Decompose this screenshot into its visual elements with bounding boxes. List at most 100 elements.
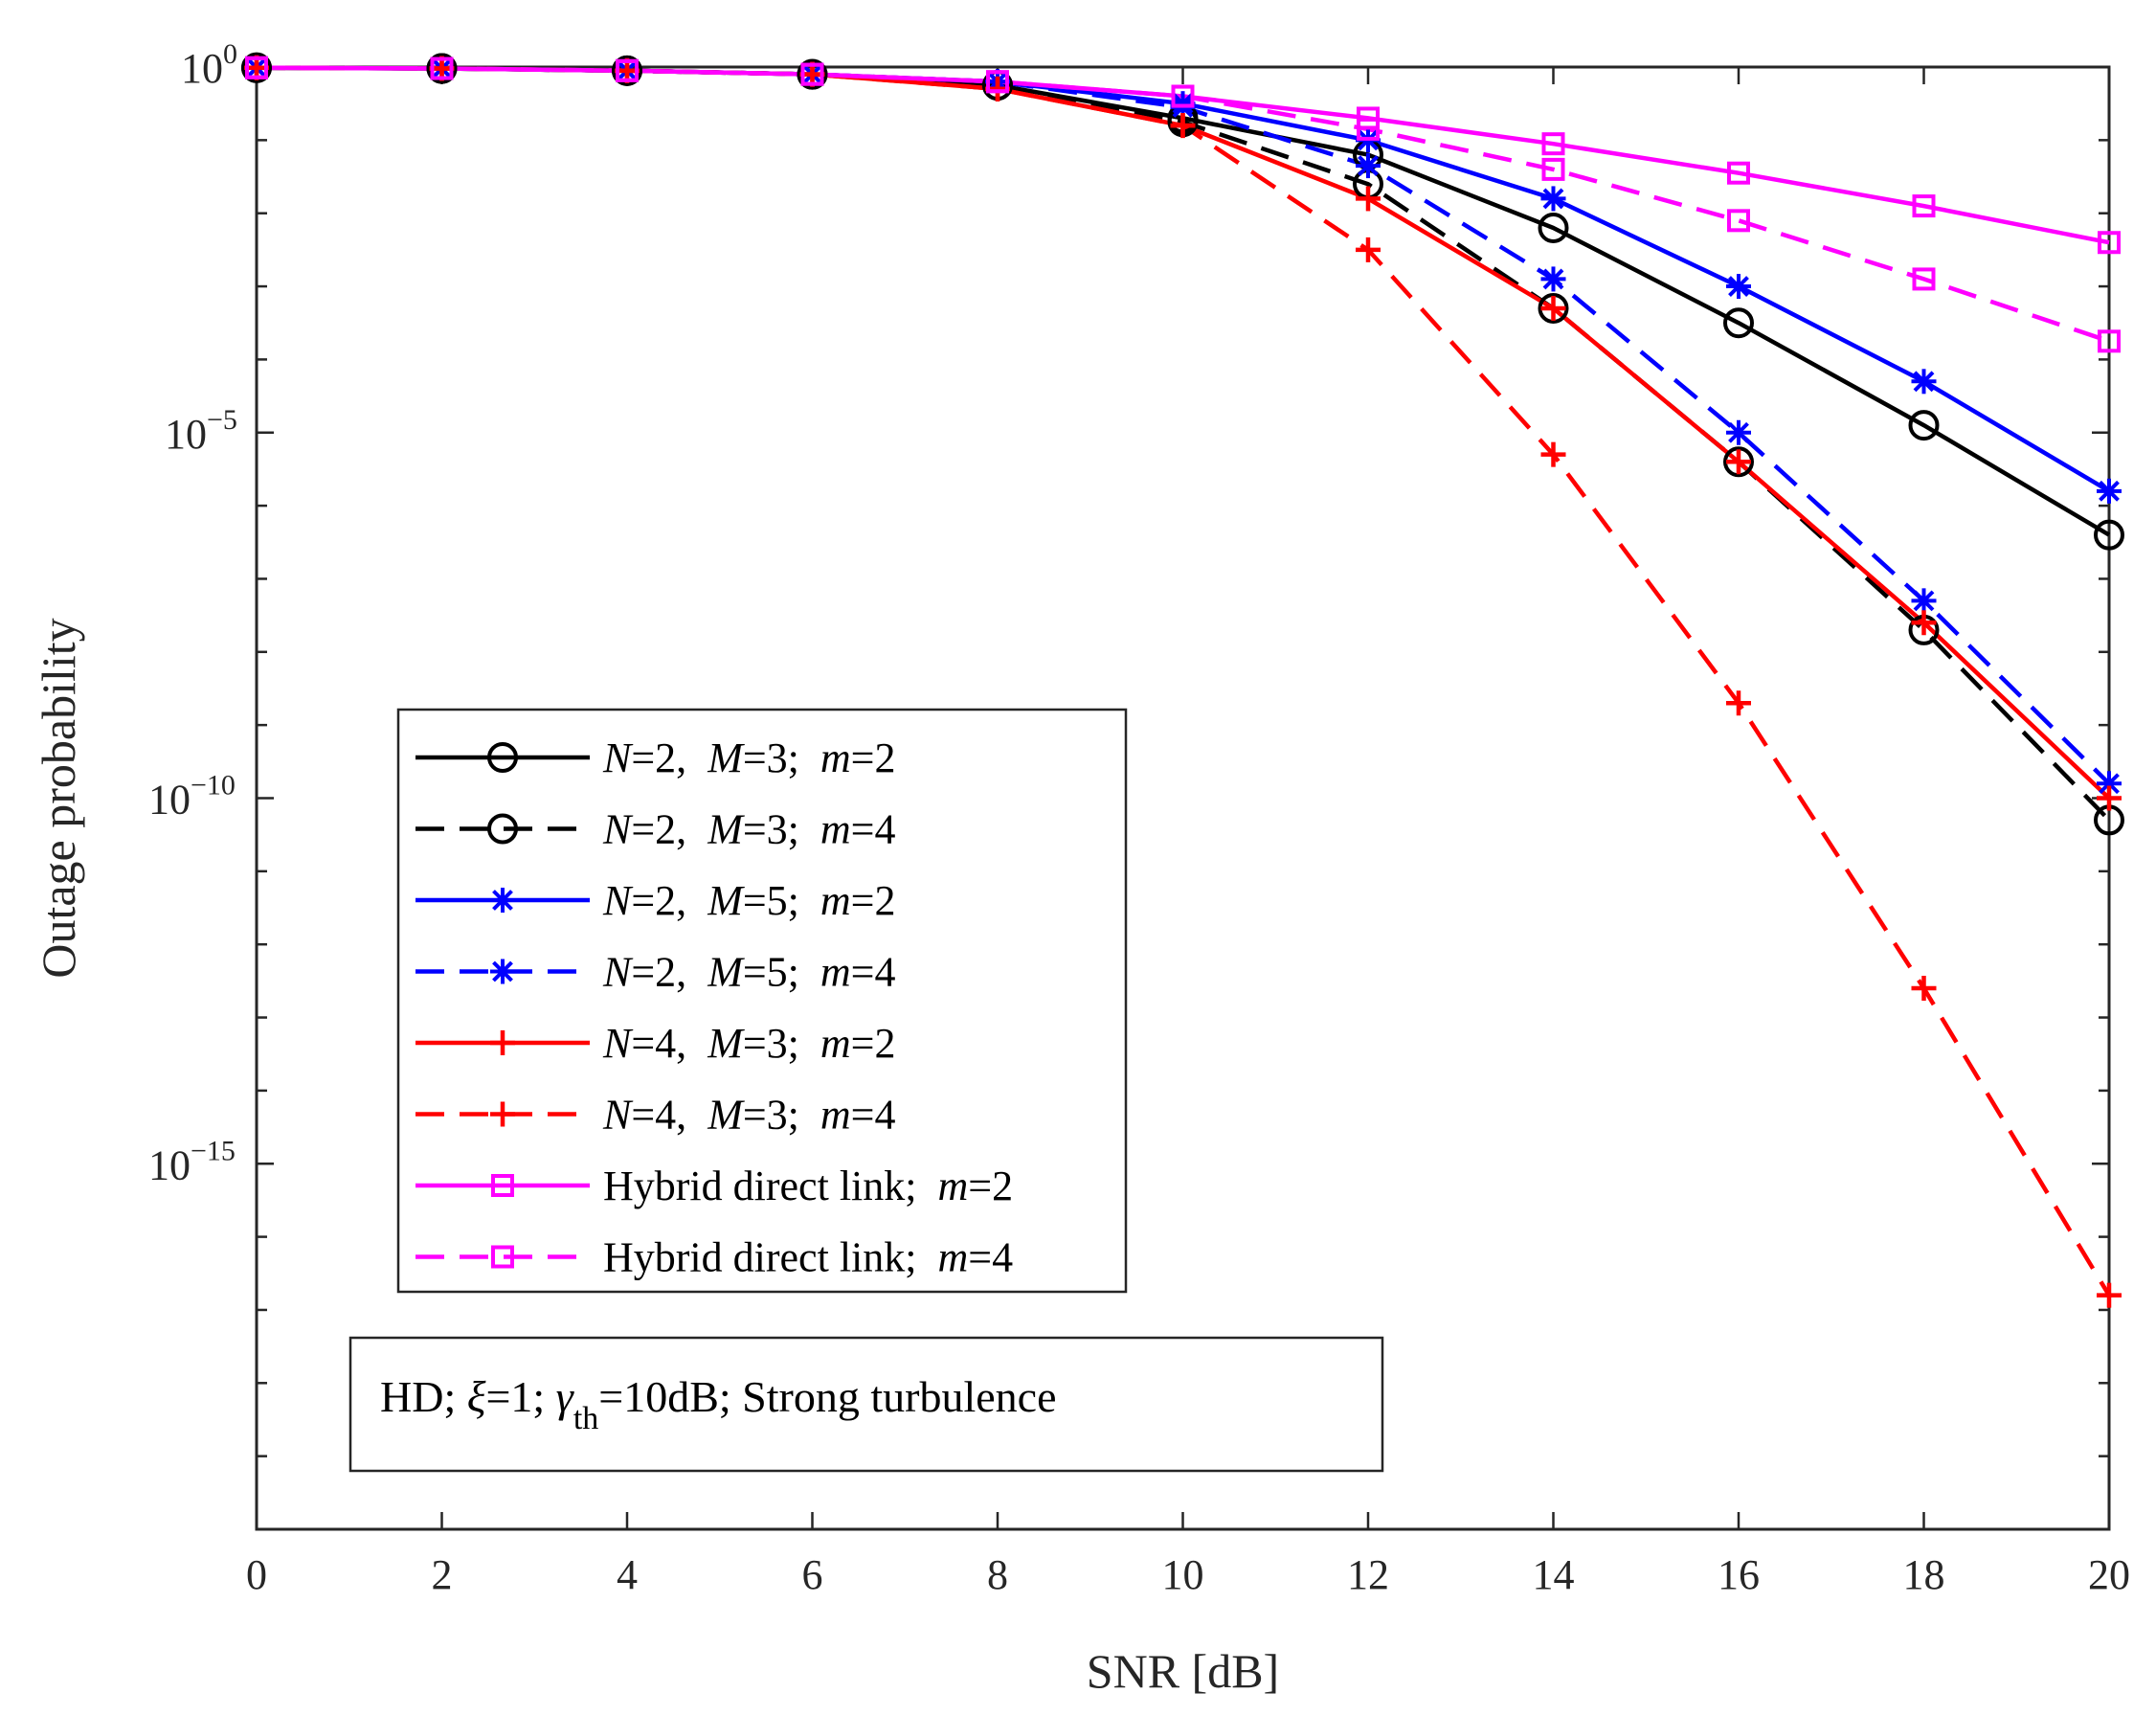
data-point-series-8: [1912, 267, 1936, 291]
legend-label: N=4, M=3; m=2: [602, 1020, 896, 1067]
y-tick-exponent: −5: [207, 404, 237, 436]
legend-label-part: N: [602, 1092, 634, 1139]
x-tick-label: 6: [802, 1551, 823, 1598]
legend-label-part: =3;: [743, 806, 820, 853]
data-point-series-4: [1540, 266, 1566, 292]
data-point-series-7: [1541, 132, 1565, 156]
legend-label: N=2, M=5; m=4: [602, 949, 896, 996]
annotation-part: ξ: [467, 1372, 486, 1421]
data-point-series-7: [1727, 161, 1750, 185]
data-point-series-8: [2098, 329, 2121, 353]
data-point-series-5: [1356, 186, 1381, 212]
data-point-series-8: [1541, 157, 1565, 181]
annotation-part: th: [573, 1401, 598, 1436]
legend-label-part: m: [820, 949, 851, 996]
legend-label-part: =2,: [631, 734, 707, 781]
series-markers: [241, 52, 2124, 1308]
x-tick-label: 2: [432, 1551, 453, 1598]
legend-label-part: N: [602, 949, 634, 996]
legend-marker: [490, 1101, 515, 1127]
legend-marker: [487, 813, 518, 845]
legend-item: N=2, M=3; m=4: [415, 806, 896, 853]
legend-label-part: Hybrid direct link;: [603, 1163, 938, 1209]
legend-label-part: =5;: [743, 949, 820, 996]
y-tick-base: 10: [181, 45, 223, 92]
legend-label-part: =2: [968, 1163, 1013, 1209]
data-point-series-6: [1540, 441, 1566, 467]
x-axis-label: SNR [dB]: [1087, 1644, 1279, 1698]
legend-label-part: M: [707, 734, 745, 781]
legend-label-part: N: [602, 1020, 634, 1067]
data-point-series-1: [1723, 307, 1754, 339]
annotation-part: =10dB; Strong turbulence: [598, 1372, 1056, 1421]
legend-label-part: =4: [851, 806, 896, 853]
data-point-series-4: [1911, 588, 1937, 614]
legend-marker: [490, 1030, 515, 1055]
legend-label-part: =3;: [743, 734, 820, 781]
legend-label-part: =4: [851, 949, 896, 996]
legend-marker: [490, 888, 515, 913]
legend-label: Hybrid direct link; m=4: [603, 1234, 1013, 1281]
data-point-series-8: [245, 56, 268, 79]
legend-label-part: M: [707, 806, 745, 853]
legend-item: N=2, M=5; m=2: [415, 877, 896, 924]
legend-label: N=2, M=5; m=2: [602, 877, 896, 924]
x-tick-label: 0: [246, 1551, 267, 1598]
legend-label-part: M: [707, 1020, 745, 1067]
legend-item: N=2, M=5; m=4: [415, 949, 896, 996]
legend-label-part: N: [602, 877, 634, 924]
legend-label-part: =2,: [631, 949, 707, 996]
x-tick-label: 10: [1162, 1551, 1204, 1598]
legend-label-part: N: [602, 734, 634, 781]
data-point-series-8: [986, 70, 1009, 94]
annotation-part: γ: [556, 1372, 575, 1421]
data-point-series-3: [1540, 186, 1566, 212]
data-point-series-1: [1538, 212, 1569, 243]
data-point-series-8: [800, 62, 824, 86]
legend-label-part: m: [820, 877, 851, 924]
data-point-series-3: [1911, 369, 1937, 395]
x-tick-label: 20: [2088, 1551, 2130, 1598]
y-tick-exponent: −15: [191, 1135, 236, 1166]
x-tick-label: 16: [1718, 1551, 1760, 1598]
data-point-series-5: [1911, 610, 1937, 636]
legend-label-part: =3;: [743, 1020, 820, 1067]
data-point-series-6: [1356, 237, 1381, 262]
data-point-series-8: [1727, 209, 1750, 233]
legend-label-part: =2: [851, 734, 896, 781]
legend-label: N=4, M=3; m=4: [602, 1092, 896, 1139]
legend-label-part: m: [820, 1020, 851, 1067]
data-point-series-5: [1540, 295, 1566, 321]
legend-label-part: =4: [851, 1092, 896, 1139]
data-point-series-4: [1356, 153, 1381, 179]
legend-label-part: m: [938, 1163, 969, 1209]
legend-box: [396, 708, 1128, 1294]
legend-label: N=2, M=3; m=2: [602, 734, 896, 781]
legend-label: Hybrid direct link; m=2: [603, 1163, 1013, 1209]
data-point-series-2: [1723, 446, 1754, 478]
data-point-series-6: [1726, 690, 1751, 716]
data-point-series-7: [2098, 231, 2121, 255]
annotation-box: HD; ξ=1; γth=10dB; Strong turbulence: [348, 1336, 1384, 1473]
y-tick-label: 10 −5: [165, 404, 237, 458]
data-point-series-2: [612, 55, 642, 86]
legend-item: N=2, M=3; m=2: [415, 734, 896, 781]
data-point-series-4: [1726, 419, 1751, 445]
data-point-series-1: [2094, 519, 2124, 551]
y-axis-label: Outage probability: [32, 618, 85, 978]
legend: N=2, M=3; m=2N=2, M=3; m=4N=2, M=5; m=2N…: [396, 708, 1128, 1294]
legend-label-part: m: [820, 806, 851, 853]
data-point-series-5: [1726, 449, 1751, 475]
data-point-series-8: [1357, 117, 1380, 141]
legend-label-part: Hybrid direct link;: [603, 1234, 938, 1281]
y-tick-exponent: 0: [223, 38, 237, 70]
x-tick-label: 14: [1533, 1551, 1575, 1598]
data-point-series-2: [1538, 292, 1569, 324]
legend-item: Hybrid direct link; m=4: [415, 1234, 1013, 1281]
legend-label-part: m: [938, 1234, 969, 1281]
data-point-series-6: [1911, 976, 1937, 1002]
data-point-series-2: [241, 52, 272, 83]
legend-label-part: =2: [851, 877, 896, 924]
data-point-series-1: [1908, 410, 1940, 441]
y-tick-label: 10 −15: [148, 1135, 236, 1188]
